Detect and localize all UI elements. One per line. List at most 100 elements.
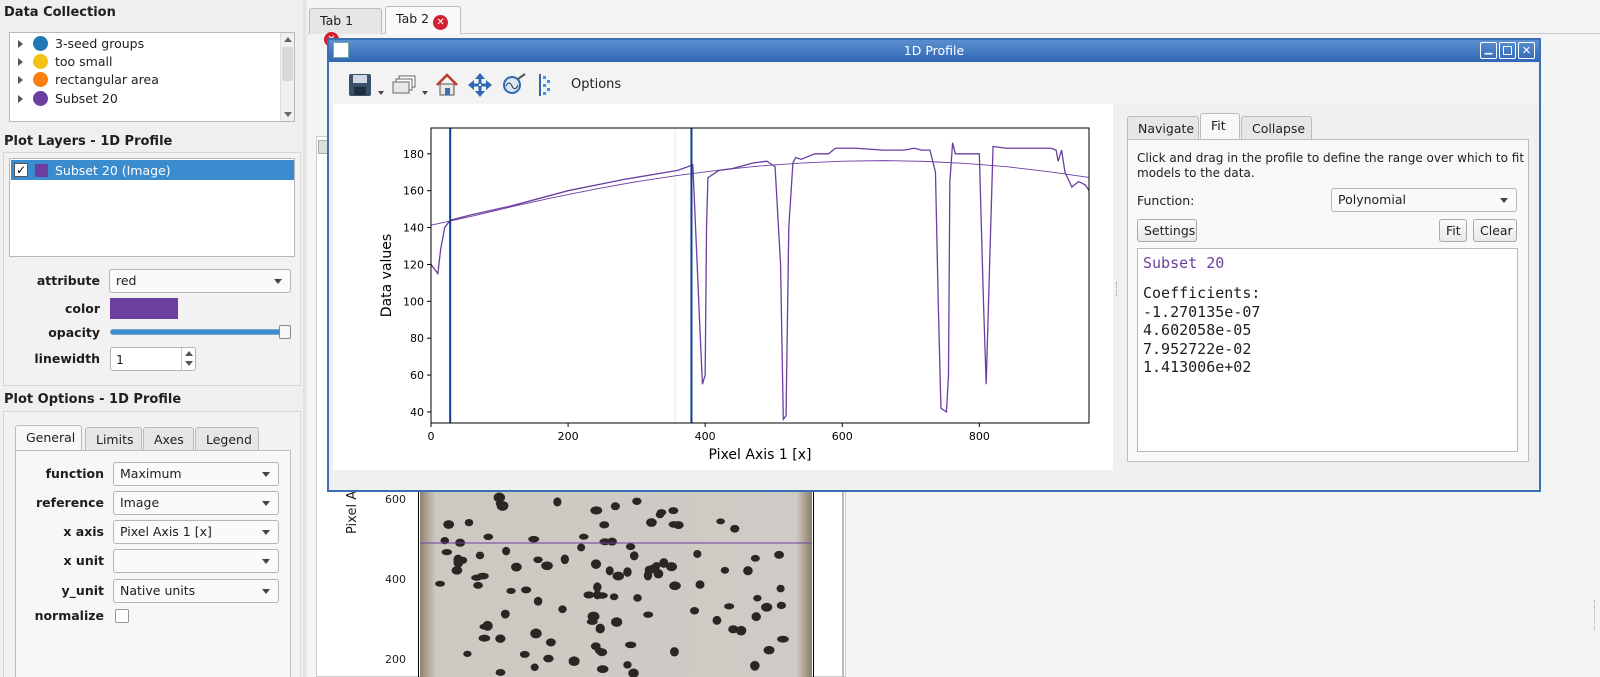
seed-blob bbox=[605, 566, 614, 576]
layers-icon[interactable] bbox=[391, 72, 419, 98]
seed-blob bbox=[593, 582, 602, 592]
seed-blob bbox=[464, 518, 474, 527]
seed-blob bbox=[751, 612, 761, 622]
yunit-label: y_unit bbox=[61, 583, 104, 598]
xunit-select[interactable] bbox=[113, 549, 279, 573]
data-collection-tree[interactable]: 3-seed groups too small rectangular area… bbox=[9, 32, 295, 122]
linewidth-spinbox[interactable]: 1 bbox=[110, 347, 196, 371]
close-tab-icon[interactable]: ✕ bbox=[433, 15, 449, 30]
yunit-select[interactable]: Native units bbox=[113, 579, 279, 603]
save-dropdown-icon[interactable] bbox=[378, 91, 384, 95]
seed-blob bbox=[577, 543, 586, 552]
save-icon[interactable] bbox=[347, 72, 381, 98]
tree-scrollbar[interactable] bbox=[280, 33, 294, 121]
expand-arrow-icon[interactable] bbox=[18, 94, 23, 103]
normalize-checkbox[interactable] bbox=[115, 609, 129, 623]
expand-arrow-icon[interactable] bbox=[18, 57, 23, 66]
seed-blob bbox=[478, 634, 491, 642]
coefficients-label: Coefficients: bbox=[1143, 284, 1261, 303]
dataset-row[interactable]: 3-seed groups bbox=[18, 34, 144, 53]
maximize-icon[interactable] bbox=[1499, 42, 1516, 59]
layer-row[interactable]: ✓ Subset 20 (Image) bbox=[11, 160, 294, 180]
fit-result-title: Subset 20 bbox=[1143, 254, 1225, 272]
spin-buttons[interactable] bbox=[181, 348, 195, 370]
tab-2-label: Tab 2 bbox=[396, 11, 430, 26]
seed-blob bbox=[611, 617, 623, 627]
pan-icon[interactable] bbox=[467, 72, 495, 98]
reference-select[interactable]: Image bbox=[113, 491, 279, 515]
options-button[interactable]: Options bbox=[571, 77, 622, 92]
normalize-label: normalize bbox=[34, 608, 104, 623]
dataset-row[interactable]: rectangular area bbox=[18, 70, 159, 89]
seed-blob bbox=[495, 668, 506, 676]
seed-blob bbox=[511, 562, 522, 572]
layer-checkbox[interactable]: ✓ bbox=[14, 163, 28, 177]
dataset-row[interactable]: too small bbox=[18, 52, 112, 71]
tab-navigate[interactable]: Navigate bbox=[1127, 116, 1199, 140]
profile-canvas[interactable]: 0 200 400 600 800 40 60 80 100 120 140 160 180 Pixel … bbox=[333, 104, 1113, 470]
seed-blob bbox=[629, 551, 639, 561]
scroll-thumb[interactable] bbox=[282, 47, 293, 81]
fit-result-box[interactable]: Subset 20 Coefficients: -1.270135e-07 4.… bbox=[1137, 248, 1518, 452]
tab-collapse[interactable]: Collapse bbox=[1241, 116, 1312, 140]
layer-list[interactable]: ✓ Subset 20 (Image) bbox=[9, 158, 295, 257]
image-ytick: 400 bbox=[385, 573, 406, 586]
scroll-down-icon[interactable] bbox=[284, 112, 292, 117]
scroll-up-icon[interactable] bbox=[284, 37, 292, 42]
seed-blob bbox=[695, 580, 705, 589]
clear-button[interactable]: Clear bbox=[1473, 219, 1517, 242]
function-select[interactable]: Maximum bbox=[113, 462, 279, 486]
xaxis-select[interactable]: Pixel Axis 1 [x] bbox=[113, 520, 279, 544]
dataset-row[interactable]: Subset 20 bbox=[18, 89, 118, 108]
color-picker[interactable] bbox=[110, 298, 178, 319]
layers-dropdown-icon[interactable] bbox=[422, 91, 428, 95]
tab-limits[interactable]: Limits bbox=[85, 427, 142, 451]
profile-chart[interactable]: 0 200 400 600 800 40 60 80 100 120 140 160 180 Pixel … bbox=[333, 104, 1113, 470]
canvas-splitter[interactable] bbox=[1116, 282, 1119, 296]
spin-up-icon[interactable] bbox=[185, 351, 193, 356]
profile-icon[interactable] bbox=[534, 72, 562, 98]
seed-blob bbox=[728, 625, 739, 634]
tab-axes[interactable]: Axes bbox=[143, 427, 194, 451]
right-splitter[interactable] bbox=[1594, 600, 1600, 630]
fit-button[interactable]: Fit bbox=[1439, 219, 1467, 242]
home-icon[interactable] bbox=[434, 72, 462, 98]
seeds-image bbox=[420, 492, 812, 677]
seed-blob bbox=[669, 581, 681, 591]
tab-general[interactable]: General bbox=[15, 425, 82, 451]
expand-arrow-icon[interactable] bbox=[18, 39, 23, 48]
tab-fit[interactable]: Fit bbox=[1200, 113, 1240, 140]
seed-blob bbox=[453, 554, 463, 565]
tab-1-label: Tab 1 bbox=[320, 13, 354, 28]
dataset-label: 3-seed groups bbox=[55, 36, 145, 51]
xaxis-label: x axis bbox=[63, 524, 104, 539]
attribute-select[interactable]: red bbox=[109, 269, 291, 293]
seed-blob bbox=[586, 618, 598, 625]
seed-blob bbox=[668, 507, 679, 515]
plot-options-title: Plot Options - 1D Profile bbox=[4, 392, 182, 407]
seed-blob bbox=[761, 602, 773, 612]
splitter-handle[interactable] bbox=[303, 0, 306, 677]
opacity-handle[interactable] bbox=[279, 325, 291, 339]
tab-2[interactable]: Tab 2 ✕ bbox=[385, 6, 461, 34]
profile-titlebar[interactable]: 1D Profile ▁ ✕ bbox=[329, 40, 1539, 62]
seed-blob bbox=[632, 497, 642, 506]
data-collection-title: Data Collection bbox=[4, 5, 116, 20]
seed-blob bbox=[473, 581, 483, 589]
image-left-axis bbox=[418, 492, 419, 677]
settings-button[interactable]: Settings bbox=[1137, 219, 1197, 242]
seed-blob bbox=[500, 609, 510, 619]
seeds-image-svg bbox=[420, 492, 812, 677]
tab-1[interactable]: Tab 1✕ bbox=[309, 8, 382, 47]
seed-blob bbox=[750, 660, 760, 671]
spin-down-icon[interactable] bbox=[185, 361, 193, 366]
minimize-icon[interactable]: ▁ bbox=[1480, 42, 1497, 59]
expand-arrow-icon[interactable] bbox=[18, 75, 23, 84]
fit-function-select[interactable]: Polynomial bbox=[1331, 188, 1517, 212]
profile-series-line bbox=[430, 142, 1090, 422]
zoom-icon[interactable] bbox=[500, 72, 528, 98]
seed-blob bbox=[553, 497, 562, 507]
close-window-icon[interactable]: ✕ bbox=[1518, 42, 1535, 59]
opacity-slider[interactable] bbox=[110, 325, 291, 339]
tab-legend[interactable]: Legend bbox=[195, 427, 259, 451]
